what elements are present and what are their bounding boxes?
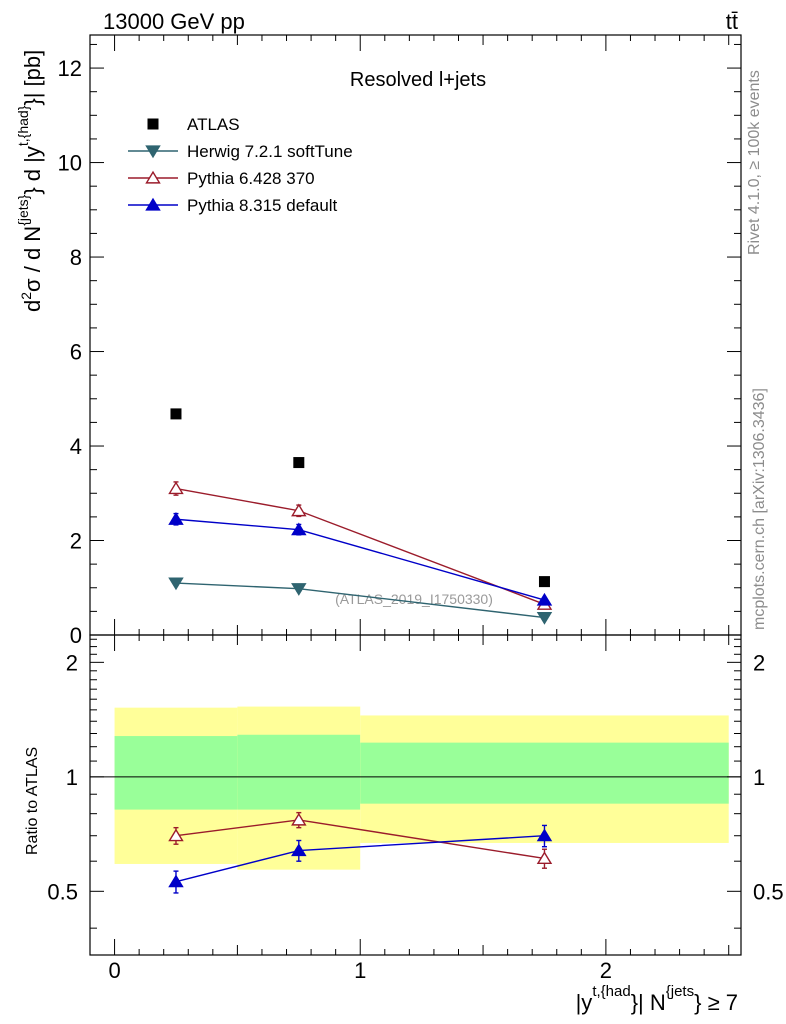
analysis-watermark: (ATLAS_2019_I1750330) (335, 591, 493, 607)
x-tick-label: 1 (354, 958, 366, 983)
series-herwig-7-2-1-softtune (168, 577, 553, 625)
process-label: tt̄ (726, 9, 738, 34)
legend-marker (145, 170, 161, 184)
series-pythia-6-428-370 (168, 811, 553, 869)
y-tick-label: 10 (58, 151, 82, 176)
xlabel-end: } ≥ 7 (694, 990, 738, 1015)
data-point (291, 583, 307, 596)
data-point (168, 874, 184, 888)
ratio-uncertainty-bands (90, 706, 741, 870)
ylabel-sup-jets: {jets} (15, 194, 31, 225)
ylabel-sigma: σ / d N (20, 226, 45, 292)
data-point (538, 576, 550, 588)
ylabel-d: d (20, 300, 45, 312)
main-series (168, 408, 553, 625)
data-point (168, 828, 184, 842)
legend-item-pythia-8-315-default: Pythia 8.315 default (128, 196, 338, 215)
ratio-tick-label-right: 2 (753, 650, 765, 675)
legend-label: Herwig 7.2.1 softTune (187, 142, 353, 161)
ylabel-unit: }| [pb] (20, 50, 45, 106)
legend-marker (145, 145, 161, 159)
y-tick-label: 6 (70, 340, 82, 365)
green-band-0 (114, 736, 238, 810)
ylabel-dy: } d |y (20, 146, 45, 195)
data-point (536, 592, 553, 606)
data-point (291, 503, 307, 517)
xlabel-sup-had: t,{had (592, 983, 630, 1000)
data-point (536, 851, 553, 865)
ratio-tick-label: 0.5 (47, 879, 78, 904)
x-tick-label: 0 (108, 958, 120, 983)
ratio-frame (89, 634, 742, 956)
series-line (175, 518, 545, 601)
ratio-tick-label: 2 (66, 650, 78, 675)
xlabel-sup-jets: {jets (666, 983, 694, 1000)
ratio-y-axis-label: Ratio to ATLAS (24, 747, 41, 855)
y-tick-label: 4 (70, 434, 82, 459)
data-point (291, 522, 307, 536)
legend-item-herwig-7-2-1-softtune: Herwig 7.2.1 softTune (128, 142, 353, 161)
series-atlas (170, 408, 550, 588)
xlabel-open: |y (576, 990, 593, 1015)
data-point (536, 611, 553, 625)
ylabel-sup-2: 2 (18, 292, 34, 300)
mcplots-label: mcplots.cern.ch [arXiv:1306.3436] (751, 388, 768, 630)
main-y-axis: 0 2 4 6 8 10 12 (58, 43, 741, 648)
data-point (536, 828, 553, 842)
legend-item-pythia-6-428-370: Pythia 6.428 370 (128, 169, 315, 188)
ratio-tick-label-right: 1 (753, 765, 765, 790)
data-point (168, 512, 184, 525)
legend: ATLAS Herwig 7.2.1 softTune Pythia 6.428 3… (128, 115, 353, 215)
data-point (293, 457, 305, 469)
legend-label: Pythia 8.315 default (187, 196, 338, 215)
green-band-2 (360, 742, 729, 804)
main-y-axis-label: d2σ / d N{jets}} d |yt,{had}}| [pb] (15, 50, 45, 312)
x-axis: 0 1 2 (89, 35, 730, 983)
y-tick-label: 2 (70, 529, 82, 554)
y-tick-label: 0 (70, 623, 82, 648)
data-point (168, 577, 184, 591)
rivet-label: Rivet 4.1.0, ≥ 100k events (746, 70, 763, 255)
legend-item-atlas: ATLAS (147, 115, 240, 134)
ratio-tick-label: 1 (66, 765, 78, 790)
collision-label: 13000 GeV pp (103, 9, 245, 34)
data-point (291, 812, 307, 826)
y-tick-label: 12 (58, 56, 82, 81)
ylabel-sup-had: t,{had} (15, 105, 31, 146)
main-panel: 0 2 4 6 8 10 12 Resolved l+jets (ATLAS_2019_I1… (15, 34, 742, 648)
ratio-series (168, 811, 553, 894)
legend-marker (145, 197, 161, 211)
series-pythia-8-315-default (168, 824, 553, 894)
data-point (291, 843, 307, 857)
x-tick-label: 2 (600, 958, 612, 983)
data-point (170, 408, 182, 420)
legend-label: Pythia 6.428 370 (187, 169, 315, 188)
legend-marker (147, 118, 159, 130)
chart-title: Resolved l+jets (350, 69, 486, 91)
x-axis-label: |yt,{had}| N{jets} ≥ 7 (576, 983, 738, 1015)
y-tick-label: 8 (70, 245, 82, 270)
ratio-y-axis: 0.5 0.5 1 1 2 2 (47, 634, 784, 956)
series-pythia-8-315-default (168, 512, 553, 606)
ratio-tick-label-right: 0.5 (753, 879, 784, 904)
data-point (168, 481, 184, 495)
green-band-1 (237, 734, 361, 810)
series-pythia-6-428-370 (168, 481, 553, 610)
series-line (175, 487, 545, 605)
legend-label: ATLAS (187, 115, 240, 134)
xlabel-mid: }| N (631, 990, 666, 1015)
